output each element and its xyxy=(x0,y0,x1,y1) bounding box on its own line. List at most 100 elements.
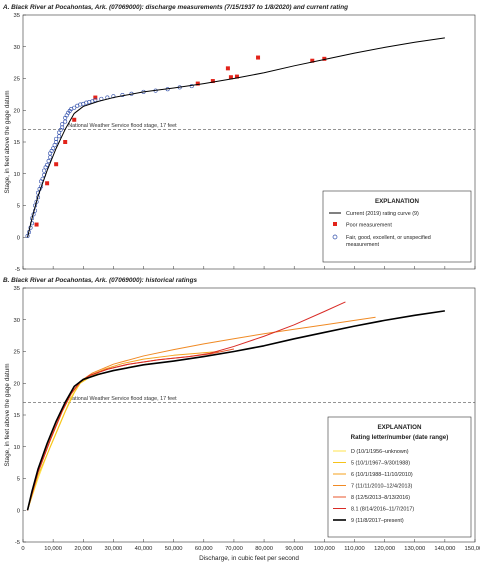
series-9-11-8-2017-present-line xyxy=(26,310,445,511)
measurement-point xyxy=(60,122,65,127)
legend-label-rating: 6 (10/1/1988–11/10/2010) xyxy=(351,472,413,478)
panel-b-flood-stage: National Weather Service flood stage, 17… xyxy=(23,396,475,403)
legend-label-fair: Fair, good, excellent, or unspecified me… xyxy=(346,235,432,248)
measurement-point xyxy=(63,119,68,124)
series-8-12-5-2013-8-13-2016-line xyxy=(27,348,235,511)
x-tick-label: 140,000 xyxy=(434,546,455,552)
x-axis-label: Discharge, in cubic feet per second xyxy=(199,555,299,562)
measurement-point xyxy=(54,136,59,141)
poor-measurement-point xyxy=(63,140,68,144)
legend-label-rating: 5 (10/1/1967–9/30/1988) xyxy=(351,461,410,467)
poor-measurement-point xyxy=(34,222,39,227)
y-tick-label: 0 xyxy=(17,235,20,241)
y-tick-label: -5 xyxy=(15,540,20,546)
flood-stage-label: National Weather Service flood stage, 17… xyxy=(68,123,177,129)
poor-measurement-point xyxy=(234,74,239,79)
y-tick-label: 25 xyxy=(14,350,20,356)
legend-label-rating: 8.1 (8/14/2016–11/7/2017) xyxy=(351,507,414,513)
poor-measurement-point xyxy=(228,75,233,80)
legend-box xyxy=(327,416,472,538)
panel-b-ticks: 0 10,000 20,000 30,000 40,000 50,000 60,000 70,… xyxy=(14,286,480,552)
x-tick-label: 30,000 xyxy=(105,546,123,552)
x-tick-label: 50,000 xyxy=(165,546,183,552)
poor-measurement-point xyxy=(256,55,261,60)
measurement-point xyxy=(189,84,194,89)
legend-label-rating: 8 (12/5/2013–8/13/2016) xyxy=(351,495,410,501)
measurement-point xyxy=(49,148,54,153)
x-tick-label: 40,000 xyxy=(135,546,153,552)
y-tick-label: 15 xyxy=(14,413,20,419)
series-5-10-1-1967-9-30-1988-line xyxy=(27,363,150,511)
legend-label-rating: 7 (11/11/2010–12/4/2013) xyxy=(351,484,412,490)
x-tick-label: 80,000 xyxy=(255,546,273,552)
series-d-10-1-1956-unknown-line xyxy=(27,372,99,511)
legend-label-rating: D (10/1/1956–unknown) xyxy=(351,449,409,455)
panel-a-ticks: -5 0 5 10 15 20 25 30 35 xyxy=(14,13,476,273)
measurement-point xyxy=(93,98,98,103)
x-tick-label: 90,000 xyxy=(285,546,303,552)
x-tick-label: 120,000 xyxy=(374,546,395,552)
measurement-point xyxy=(39,179,44,184)
flood-stage-label: National Weather Service flood stage, 17… xyxy=(68,396,177,402)
poor-measurement-point xyxy=(210,79,215,84)
panel-a: A. Black River at Pocahontas, Ark. (0706… xyxy=(2,4,476,273)
measurement-point xyxy=(51,146,56,151)
poor-measurement-point xyxy=(322,56,327,61)
poor-measurement-point xyxy=(310,58,315,63)
poor-measurement-point xyxy=(45,181,50,186)
legend-label-rating-curve: Current (2019) rating curve (9) xyxy=(346,211,419,217)
y-tick-label: 35 xyxy=(14,286,20,292)
y-tick-label: 35 xyxy=(14,13,20,19)
measurement-point xyxy=(63,115,68,120)
legend-items: D (10/1/1956–unknown) 5 (10/1/1967–9/30/1… xyxy=(333,449,414,524)
x-tick-label: 100,000 xyxy=(314,546,335,552)
measurement-point xyxy=(72,105,77,110)
measurement-point xyxy=(52,143,57,148)
panel-a-title: A. Black River at Pocahontas, Ark. (0706… xyxy=(2,4,348,11)
panel-b-legend: EXPLANATION Rating letter/number (date r… xyxy=(327,416,472,538)
legend-subtitle: Rating letter/number (date range) xyxy=(351,434,449,441)
legend-title: EXPLANATION xyxy=(375,198,419,205)
measurement-point xyxy=(25,233,30,238)
y-tick-label: 20 xyxy=(14,381,20,387)
x-tick-label: 20,000 xyxy=(74,546,92,552)
panel-a-flood-stage: National Weather Service flood stage, 17… xyxy=(23,123,475,130)
y-tick-label: 5 xyxy=(17,204,20,210)
x-tick-label: 110,000 xyxy=(344,546,365,552)
y-axis-label-b: Stage, in feet above the gage datum xyxy=(4,363,11,466)
panel-b-title: B. Black River at Pocahontas, Ark. (0706… xyxy=(3,277,197,284)
y-tick-label: 30 xyxy=(14,45,20,51)
poor-measurement-point xyxy=(93,95,98,100)
y-axis-label-a: Stage, in feet above the gage datum xyxy=(4,90,11,193)
measurement-point xyxy=(48,155,53,160)
poor-measurement-point xyxy=(195,81,200,86)
poor-measurement-point xyxy=(54,162,59,167)
y-tick-label: 15 xyxy=(14,140,20,146)
y-tick-label: 0 xyxy=(17,508,20,514)
x-tick-label: 130,000 xyxy=(404,546,425,552)
measurement-point xyxy=(43,165,48,170)
panel-b: B. Black River at Pocahontas, Ark. (0706… xyxy=(3,277,480,552)
y-tick-label: 30 xyxy=(14,318,20,324)
panel-b-series xyxy=(26,301,445,511)
x-tick-label: 60,000 xyxy=(195,546,213,552)
x-tick-label: 10,000 xyxy=(44,546,62,552)
series-7-11-11-2010-12-4-2013-line xyxy=(27,316,376,511)
measurement-point xyxy=(64,113,69,118)
legend-box xyxy=(322,190,472,263)
y-tick-label: 25 xyxy=(14,77,20,83)
legend-title: EXPLANATION xyxy=(378,424,422,431)
poor-measurement-point xyxy=(225,66,230,71)
y-tick-label: 10 xyxy=(14,445,20,451)
x-tick-label: 0 xyxy=(21,546,24,552)
measurement-point xyxy=(45,162,50,167)
poor-measurement-point xyxy=(72,117,77,122)
measurement-point xyxy=(42,168,47,173)
legend-label-poor: Poor measurement xyxy=(346,223,392,229)
measurement-point xyxy=(57,130,62,135)
series-current-2019-rating-curve-9-line xyxy=(27,37,445,238)
series-8-1-8-14-2016-11-7-2017-line xyxy=(27,301,346,511)
panel-a-legend: EXPLANATION Current (2019) rating curve … xyxy=(322,190,472,263)
legend-swatch-poor xyxy=(333,222,337,226)
